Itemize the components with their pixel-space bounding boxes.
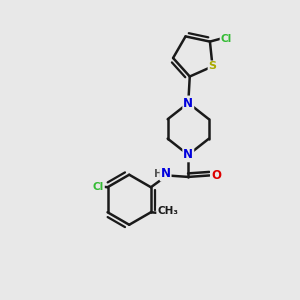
Text: H: H: [154, 169, 163, 179]
Text: N: N: [183, 148, 193, 161]
Text: N: N: [160, 167, 171, 181]
Text: S: S: [208, 61, 217, 71]
Text: Cl: Cl: [220, 34, 232, 44]
Text: O: O: [211, 169, 221, 182]
Text: CH₃: CH₃: [157, 206, 178, 216]
Text: N: N: [183, 97, 193, 110]
Text: Cl: Cl: [93, 182, 104, 192]
